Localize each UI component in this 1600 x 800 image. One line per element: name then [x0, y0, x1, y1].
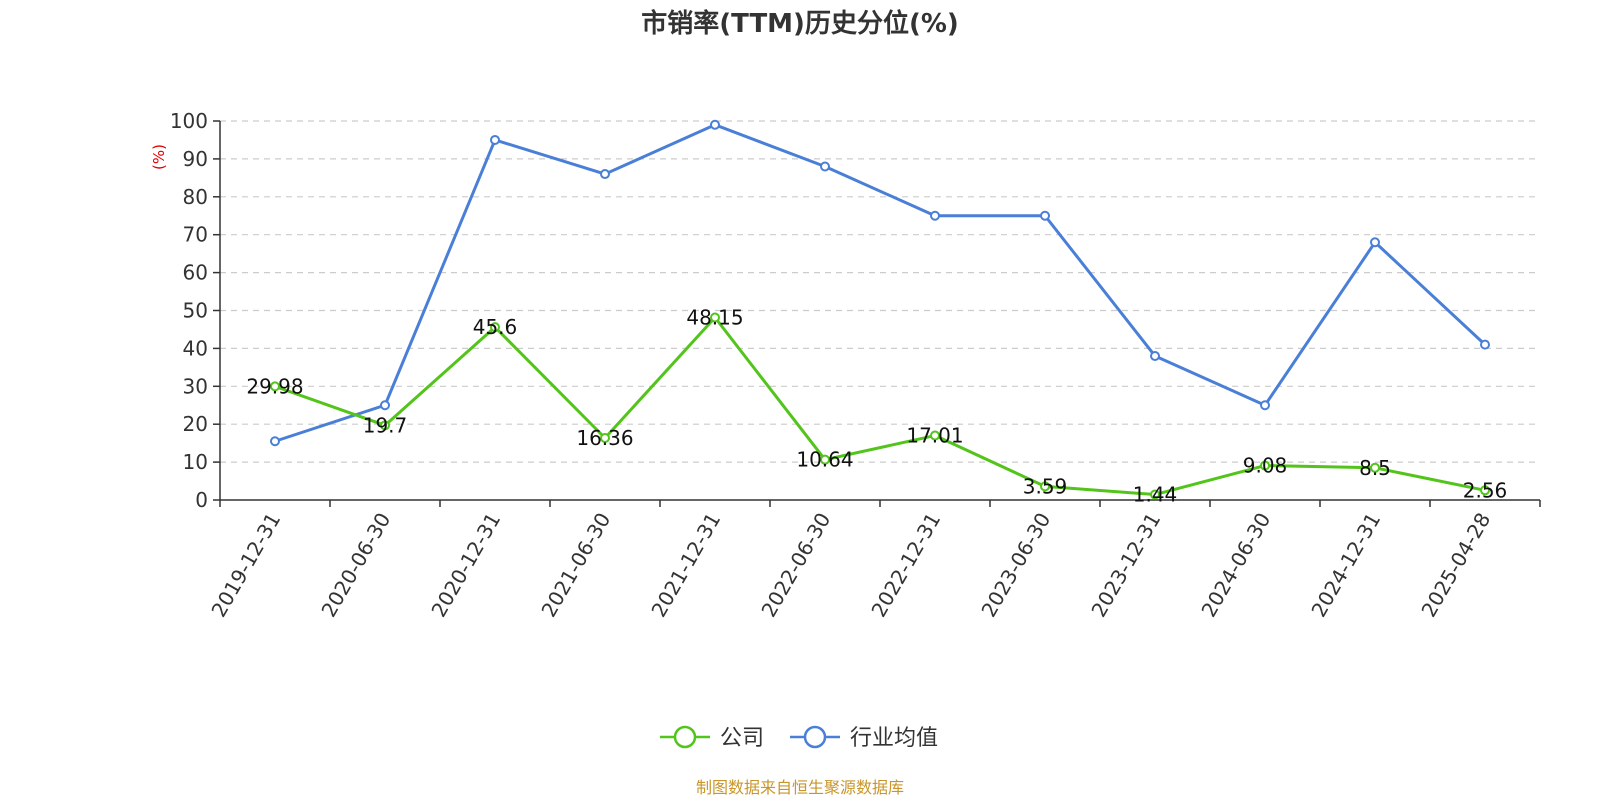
data-label: 45.6 — [473, 315, 518, 339]
company-point[interactable] — [710, 312, 720, 323]
company-point[interactable] — [380, 420, 390, 431]
x-tick-label: 2024-12-31 — [1306, 509, 1385, 622]
industry-point[interactable] — [380, 400, 390, 411]
x-tick-label: 2025-04-28 — [1416, 509, 1495, 622]
x-tick-label: 2021-12-31 — [646, 509, 725, 622]
industry-point[interactable] — [270, 436, 280, 447]
industry-point[interactable] — [1260, 400, 1270, 411]
x-tick-label: 2020-12-31 — [426, 509, 505, 622]
y-tick-label: 70 — [183, 223, 208, 247]
x-tick-label: 2019-12-31 — [206, 509, 285, 622]
company-point[interactable] — [1150, 489, 1160, 500]
company-point[interactable] — [930, 430, 940, 441]
data-label: 19.7 — [363, 413, 408, 437]
legend-company-label: 公司 — [720, 726, 764, 751]
y-tick-label: 0 — [195, 488, 208, 512]
legend-industry-marker — [803, 725, 827, 749]
industry-point[interactable] — [1370, 237, 1380, 248]
x-tick-label: 2023-12-31 — [1086, 509, 1165, 622]
y-tick-label: 100 — [170, 109, 208, 133]
industry-point[interactable] — [710, 119, 720, 130]
company-point[interactable] — [820, 454, 830, 465]
y-tick-label: 80 — [183, 185, 208, 209]
x-tick-label: 2023-06-30 — [976, 509, 1055, 622]
data-label: 3.59 — [1023, 474, 1068, 498]
data-label: 29.98 — [246, 374, 303, 398]
industry-point[interactable] — [1480, 339, 1490, 350]
x-tick-label: 2020-06-30 — [316, 509, 395, 622]
industry-point[interactable] — [490, 134, 500, 145]
company-point[interactable] — [1480, 485, 1490, 496]
industry-point[interactable] — [1150, 350, 1160, 361]
data-label: 10.64 — [796, 448, 853, 472]
chart-title: 市销率(TTM)历史分位(%) — [641, 8, 959, 39]
y-tick-label: 50 — [183, 299, 208, 323]
y-tick-label: 40 — [183, 336, 208, 360]
company-point[interactable] — [270, 381, 280, 392]
y-axis-label: (%) — [150, 144, 168, 170]
data-label: 1.44 — [1133, 483, 1178, 507]
x-tick-label: 2022-06-30 — [756, 509, 835, 622]
legend-item-industry[interactable]: 行业均值 — [790, 725, 938, 751]
industry-point[interactable] — [820, 161, 830, 172]
x-tick-label: 2024-06-30 — [1196, 509, 1275, 622]
company-point[interactable] — [1260, 460, 1270, 471]
company-point[interactable] — [1040, 481, 1050, 492]
data-label: 16.36 — [576, 426, 633, 450]
data-label: 8.5 — [1359, 456, 1391, 480]
industry-point[interactable] — [600, 169, 610, 180]
industry-series-line — [274, 123, 1487, 443]
company-series-line — [274, 316, 1486, 497]
x-tick-label: 2022-12-31 — [866, 509, 945, 622]
y-tick-label: 20 — [183, 412, 208, 436]
source-note: 制图数据来自恒生聚源数据库 — [696, 778, 904, 797]
y-tick-label: 90 — [183, 147, 208, 171]
legend-industry-label: 行业均值 — [850, 726, 938, 751]
data-label-layer: 29.98 19.7 45.6 16.36 48.15 10.64 17.01 3.59 1.4… — [246, 306, 1507, 507]
legend: 公司 行业均值 — [660, 725, 938, 751]
company-point[interactable] — [490, 322, 500, 333]
company-point[interactable] — [600, 432, 610, 443]
data-label: 48.15 — [686, 306, 743, 330]
x-tick-label: 2021-06-30 — [536, 509, 615, 622]
data-label: 17.01 — [906, 424, 963, 448]
series-layer — [270, 119, 1490, 500]
axis-layer: 0 10 20 30 40 50 60 70 80 90 100 2019-12-31 2020-06-… — [170, 109, 1541, 622]
company-point[interactable] — [1370, 462, 1380, 473]
industry-point[interactable] — [1040, 210, 1050, 221]
legend-item-company[interactable]: 公司 — [660, 725, 764, 751]
data-label: 2.56 — [1463, 478, 1508, 502]
industry-point[interactable] — [930, 210, 940, 221]
y-tick-label: 10 — [183, 450, 208, 474]
legend-company-marker — [673, 725, 697, 749]
y-tick-label: 60 — [183, 261, 208, 285]
y-tick-label: 30 — [183, 374, 208, 398]
data-label: 9.08 — [1243, 454, 1288, 478]
